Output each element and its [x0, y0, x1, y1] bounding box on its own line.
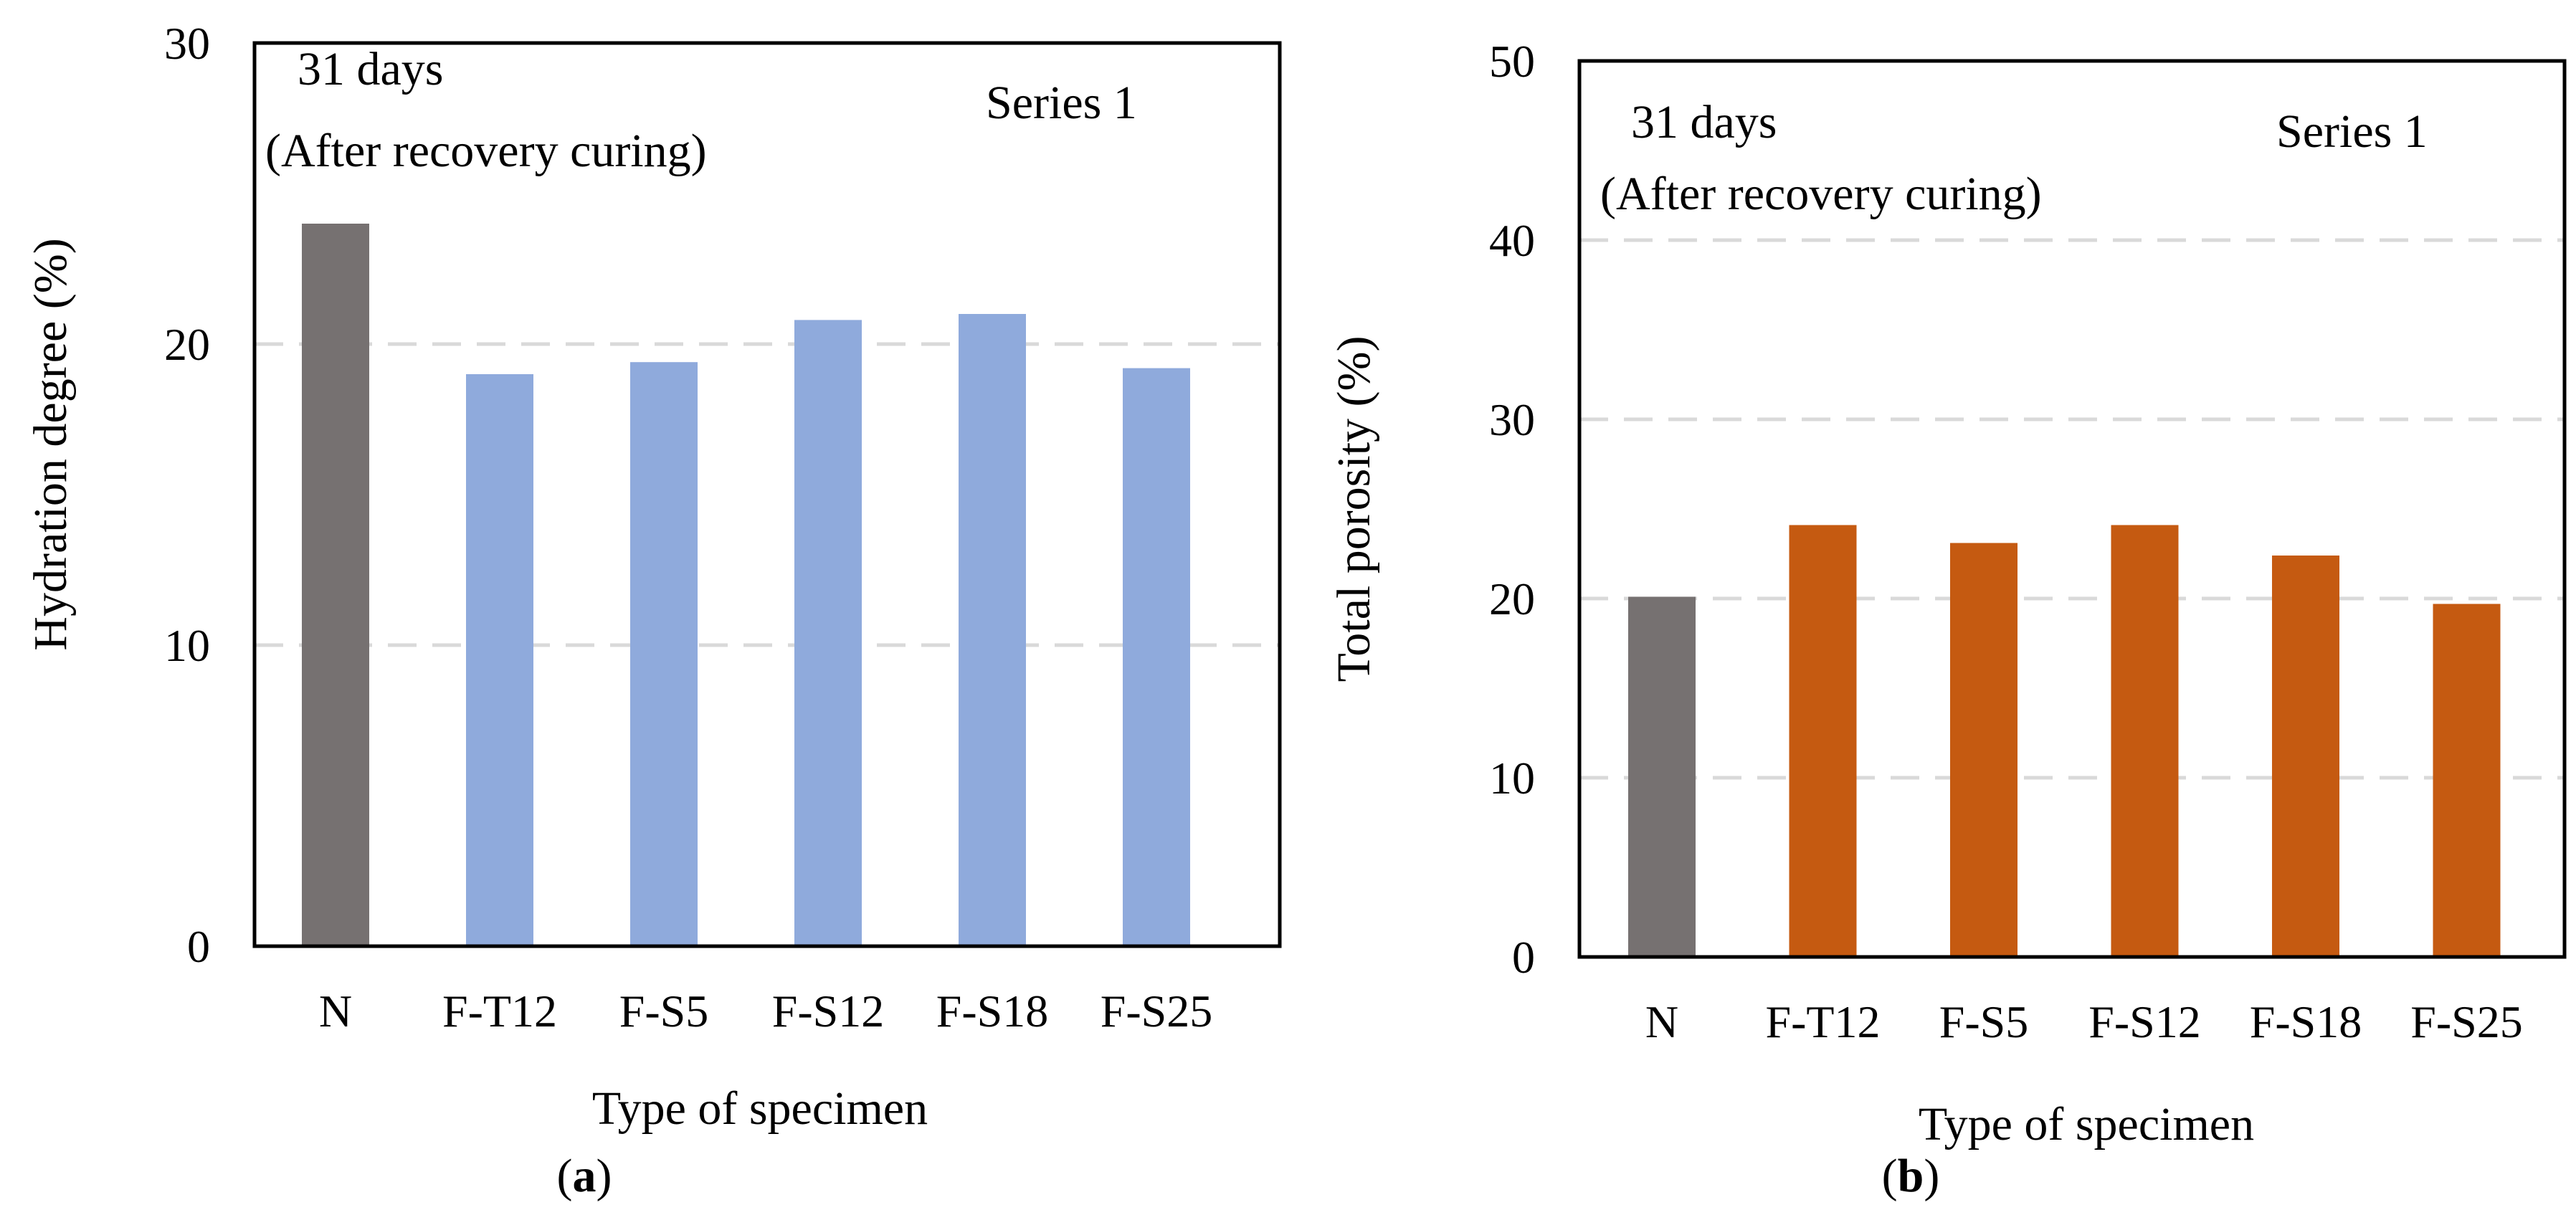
- chart-b-total-porosity: 0 10 20 30 40 50 N F-T12 F-S5 F-S12 F-S18 F-S25 31…: [1328, 36, 2567, 1202]
- x-tick-label: N: [319, 986, 352, 1036]
- y-tick-label: 0: [187, 921, 210, 972]
- bar-f-s18: [2272, 556, 2339, 957]
- chart-b-bars: [1628, 525, 2501, 957]
- y-tick-label: 50: [1489, 36, 1535, 87]
- x-tick-label: F-S25: [2410, 996, 2523, 1047]
- bar-f-s25: [1123, 368, 1190, 946]
- chart-a-hydration-degree: 0 10 20 30 N F-T12 F-S5 F-S12 F-S18 F-S25 31 day…: [24, 18, 1282, 1202]
- chart-b-panel-label: (b): [1882, 1150, 1940, 1202]
- chart-b-x-axis-label: Type of specimen: [1919, 1098, 2254, 1150]
- chart-a-annotation-curing: (After recovery curing): [265, 125, 707, 177]
- x-tick-label: F-T12: [442, 986, 557, 1036]
- x-tick-label: N: [1645, 996, 1678, 1047]
- bar-f-t12: [1789, 525, 1857, 957]
- chart-a-plot-frame: [252, 41, 1282, 948]
- bar-f-s12: [2111, 525, 2179, 957]
- chart-a-panel-label: (a): [557, 1150, 612, 1202]
- chart-b-x-ticks: N F-T12 F-S5 F-S12 F-S18 F-S25: [1645, 996, 2523, 1047]
- chart-a-y-ticks: 0 10 20 30: [164, 18, 210, 972]
- y-tick-label: 10: [1489, 753, 1535, 804]
- x-tick-label: F-S5: [1939, 996, 2029, 1047]
- chart-b-annotation-curing: (After recovery curing): [1600, 168, 2042, 220]
- chart-a-series-label: Series 1: [986, 77, 1137, 129]
- x-tick-label: F-S18: [936, 986, 1049, 1036]
- chart-a-annotation-days: 31 days: [298, 43, 443, 95]
- x-tick-label: F-S25: [1101, 986, 1213, 1036]
- y-tick-label: 30: [164, 18, 210, 69]
- chart-b-y-axis-label: Total porosity (%): [1328, 336, 1380, 682]
- bar-f-s25: [2433, 604, 2501, 957]
- bar-f-s5: [630, 362, 698, 946]
- y-tick-label: 0: [1512, 932, 1535, 983]
- chart-b-y-ticks: 0 10 20 30 40 50: [1489, 36, 1535, 983]
- chart-a-bars: [302, 224, 1190, 946]
- chart-b-plot-frame: [1577, 59, 2567, 959]
- y-tick-label: 20: [164, 319, 210, 370]
- y-tick-label: 10: [164, 620, 210, 671]
- bar-f-s12: [794, 320, 862, 946]
- chart-a-x-axis-label: Type of specimen: [592, 1082, 928, 1135]
- y-tick-label: 20: [1489, 573, 1535, 624]
- chart-b-series-label: Series 1: [2276, 105, 2428, 158]
- bar-f-s5: [1950, 543, 2017, 957]
- y-tick-label: 40: [1489, 215, 1535, 266]
- bar-f-t12: [466, 374, 533, 946]
- x-tick-label: F-S12: [2088, 996, 2201, 1047]
- x-tick-label: F-S5: [619, 986, 709, 1036]
- y-tick-label: 30: [1489, 394, 1535, 445]
- chart-a-y-axis-label: Hydration degree (%): [24, 238, 77, 650]
- chart-b-annotation-days: 31 days: [1631, 96, 1777, 148]
- chart-a-x-ticks: N F-T12 F-S5 F-S12 F-S18 F-S25: [319, 986, 1212, 1036]
- bar-n: [1628, 596, 1696, 957]
- bar-f-s18: [959, 314, 1026, 946]
- chart-a-gridlines: [255, 342, 1280, 647]
- bar-n: [302, 224, 369, 946]
- x-tick-label: F-S12: [772, 986, 885, 1036]
- chart-b-gridlines: [1579, 238, 2565, 780]
- x-tick-label: F-S18: [2250, 996, 2362, 1047]
- x-tick-label: F-T12: [1766, 996, 1881, 1047]
